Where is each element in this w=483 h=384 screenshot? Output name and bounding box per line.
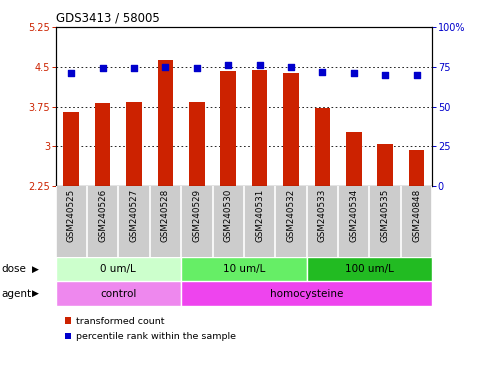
Text: GSM240535: GSM240535 — [381, 189, 390, 242]
Text: agent: agent — [1, 288, 31, 299]
Text: dose: dose — [1, 264, 26, 275]
Bar — [283, 73, 299, 186]
Point — [256, 62, 264, 68]
Bar — [95, 103, 111, 186]
Text: ▶: ▶ — [32, 265, 39, 274]
Bar — [181, 257, 307, 281]
Text: transformed count: transformed count — [76, 316, 164, 326]
Text: GSM240532: GSM240532 — [286, 189, 296, 242]
Text: 10 um/L: 10 um/L — [223, 264, 265, 275]
Point — [193, 65, 201, 71]
Text: GSM240528: GSM240528 — [161, 189, 170, 242]
Bar — [56, 281, 181, 306]
Bar — [220, 71, 236, 186]
Bar — [56, 257, 181, 281]
Point — [319, 68, 327, 74]
Text: GSM240525: GSM240525 — [67, 189, 76, 242]
Bar — [314, 108, 330, 186]
Point — [68, 70, 75, 76]
Bar — [126, 102, 142, 186]
Text: GSM240534: GSM240534 — [349, 189, 358, 242]
Point — [350, 70, 357, 76]
Bar — [409, 150, 425, 186]
Point — [287, 64, 295, 70]
Bar — [252, 70, 268, 186]
Text: GSM240848: GSM240848 — [412, 189, 421, 242]
Text: GSM240533: GSM240533 — [318, 189, 327, 242]
Text: GSM240530: GSM240530 — [224, 189, 233, 242]
Point — [224, 62, 232, 68]
Text: GSM240531: GSM240531 — [255, 189, 264, 242]
Bar — [189, 102, 205, 186]
Point — [130, 65, 138, 71]
Text: 100 um/L: 100 um/L — [345, 264, 394, 275]
Text: ▶: ▶ — [32, 289, 39, 298]
Bar — [346, 132, 362, 186]
Text: GSM240529: GSM240529 — [192, 189, 201, 242]
Text: GSM240527: GSM240527 — [129, 189, 139, 242]
Point — [382, 71, 389, 78]
Point — [99, 65, 107, 71]
Point — [412, 71, 420, 78]
Bar — [181, 281, 432, 306]
Text: percentile rank within the sample: percentile rank within the sample — [76, 332, 236, 341]
Bar — [307, 257, 432, 281]
Text: control: control — [100, 288, 137, 299]
Bar — [63, 112, 79, 186]
Text: 0 um/L: 0 um/L — [100, 264, 136, 275]
Text: homocysteine: homocysteine — [270, 288, 343, 299]
Bar — [157, 60, 173, 186]
Point — [161, 64, 170, 70]
Bar — [377, 144, 393, 186]
Text: GSM240526: GSM240526 — [98, 189, 107, 242]
Text: GDS3413 / 58005: GDS3413 / 58005 — [56, 12, 159, 25]
